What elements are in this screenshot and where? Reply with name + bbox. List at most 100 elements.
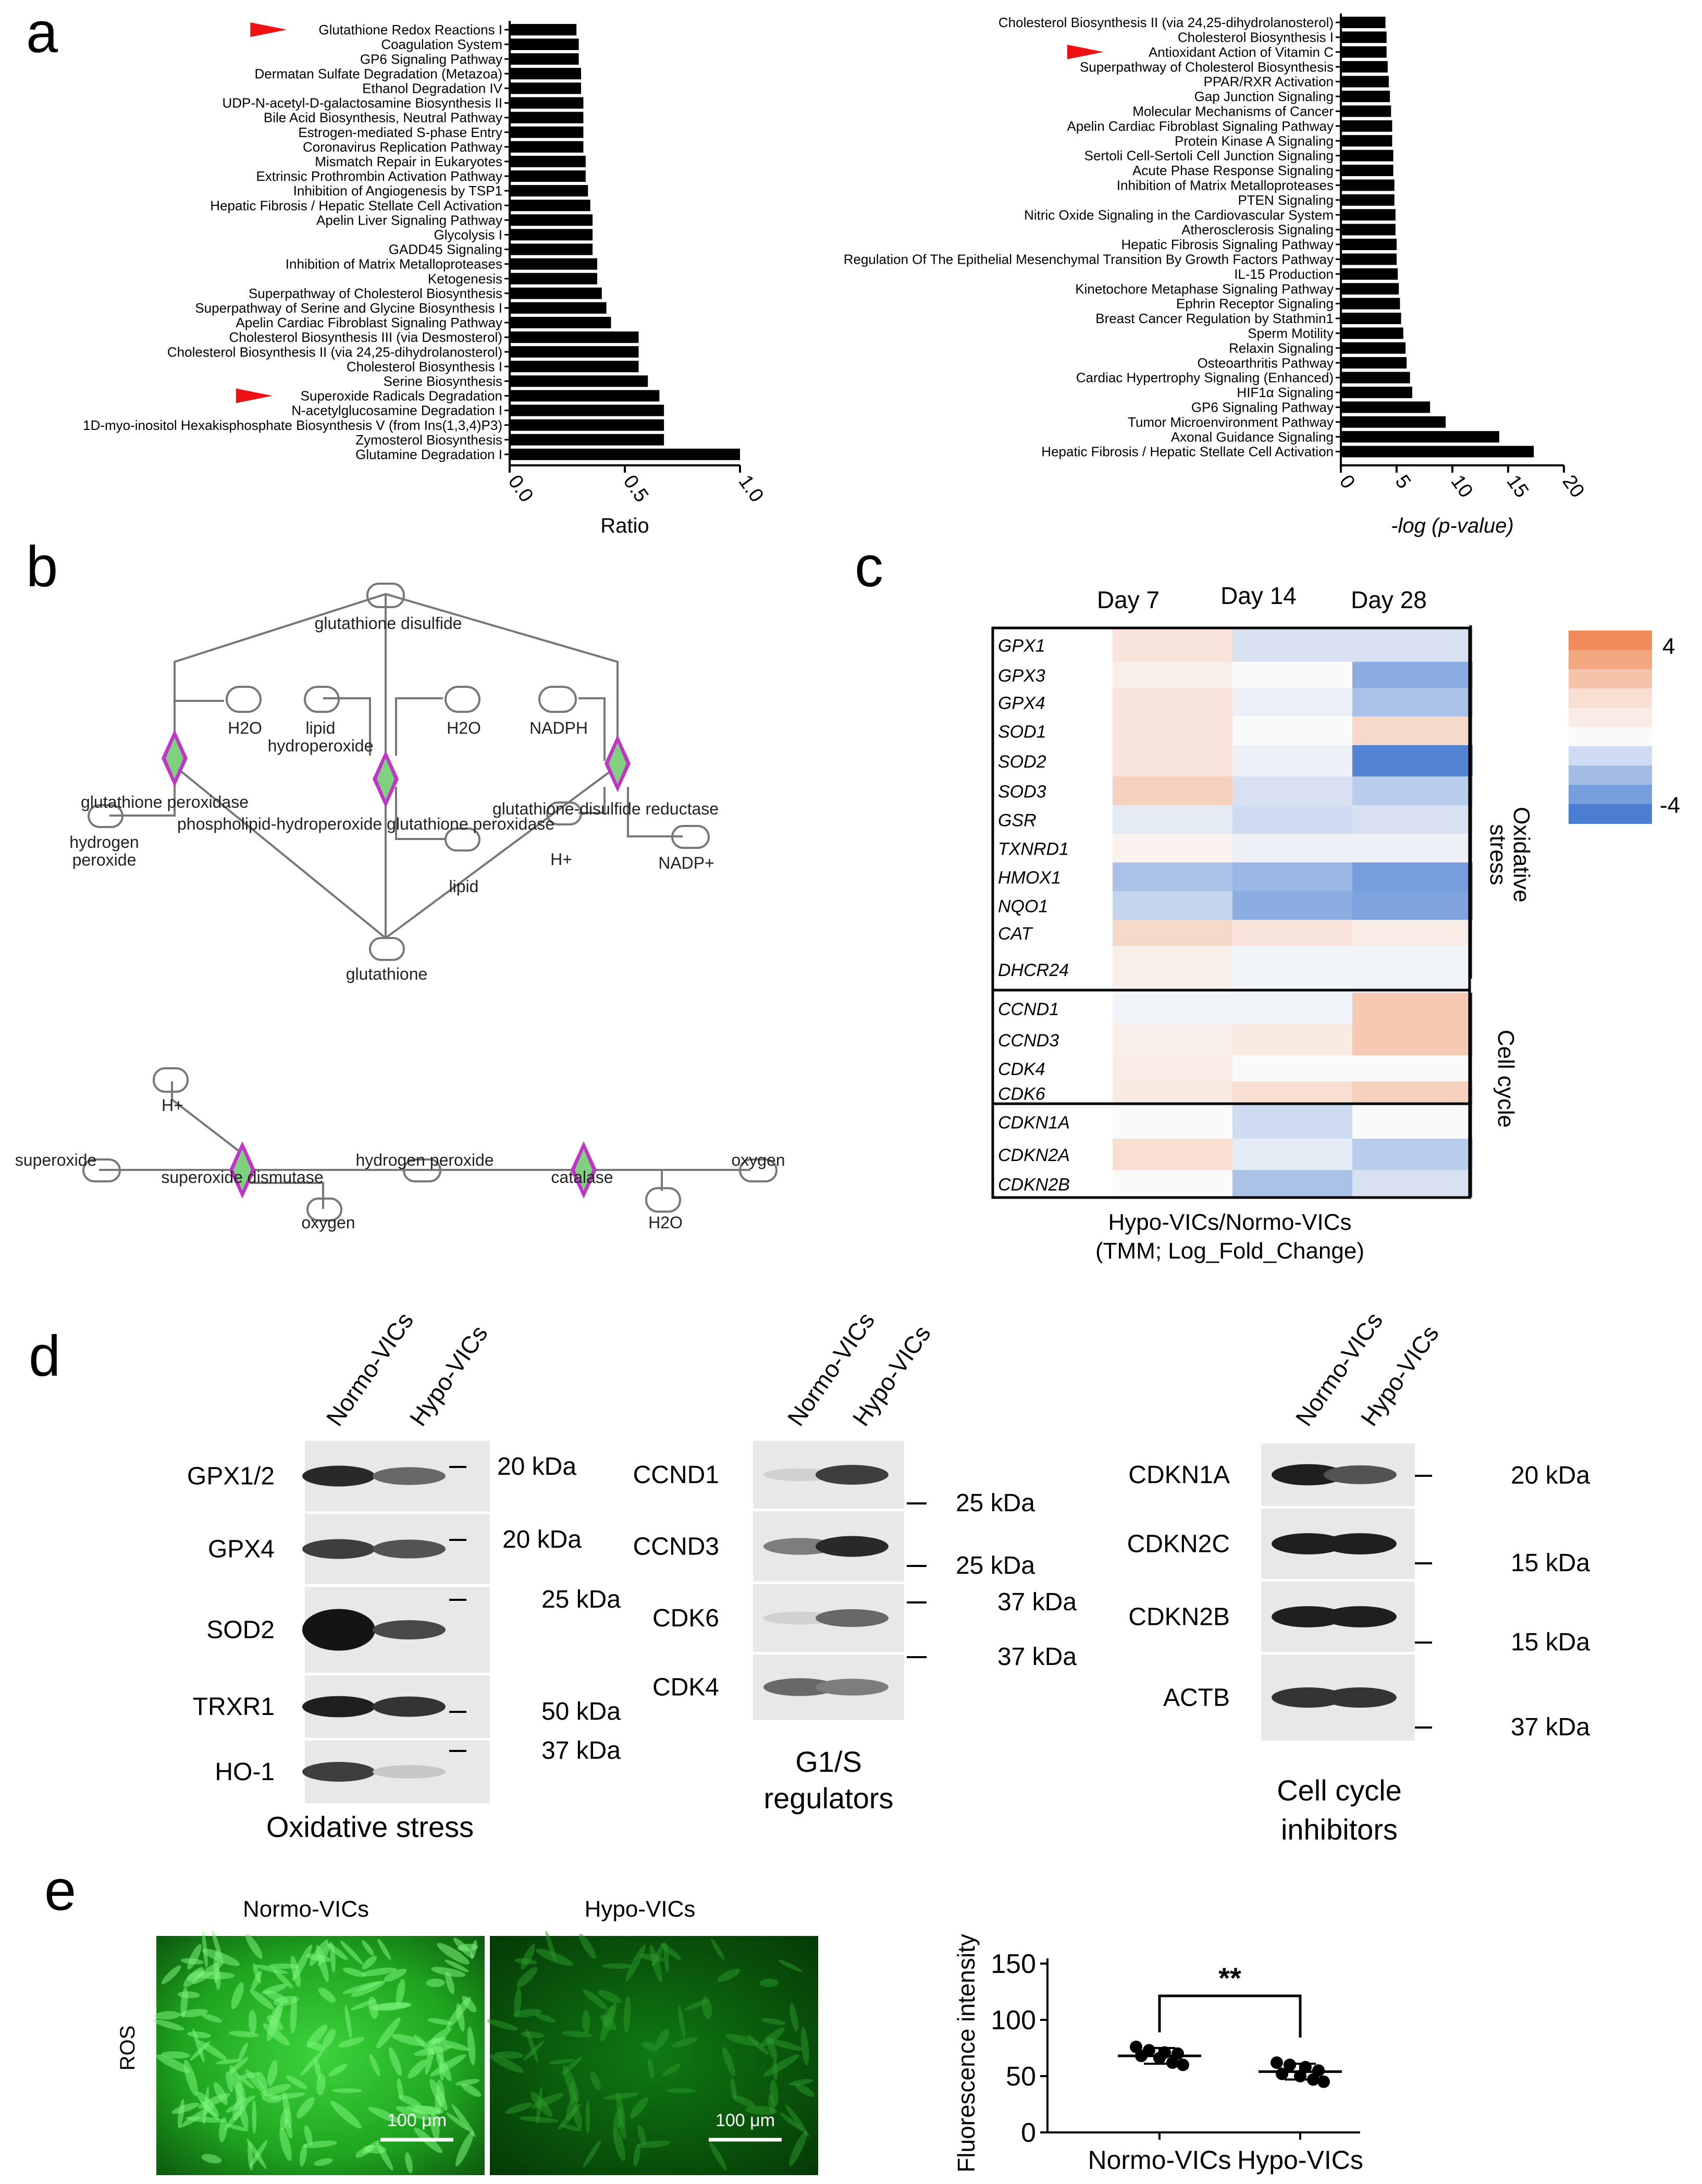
label-superoxide: superoxide <box>15 1151 97 1169</box>
bar-mark <box>510 302 607 314</box>
category-label: Inhibition of Matrix Metalloproteases <box>1117 178 1334 193</box>
bar-mark <box>510 390 660 402</box>
category-label: Acute Phase Response Signaling <box>1132 163 1334 178</box>
bar-mark <box>510 155 586 167</box>
category-label: Nitric Oxide Signaling in the Cardiovasc… <box>1024 207 1334 223</box>
bar-mark <box>1341 372 1410 384</box>
gene-label: NQO1 <box>998 897 1048 917</box>
bar-mark <box>1341 224 1396 236</box>
heatmap-cell <box>1113 920 1233 946</box>
node-h2o-a <box>226 686 262 713</box>
fluorescence-images: Normo-VICs Hypo-VICs ROS 100 μm 100 μm <box>116 1896 818 2175</box>
cell-mark <box>256 2071 267 2090</box>
node-oxygen-bottom <box>306 1198 342 1221</box>
cell-mark <box>603 2092 639 2100</box>
node-glutathione-disulfide <box>366 583 405 608</box>
cell-mark <box>455 2131 474 2166</box>
cell-mark <box>562 2065 579 2102</box>
heatmap-cell <box>1113 1139 1233 1170</box>
gene-label: GPX4 <box>998 694 1045 713</box>
cell-mark <box>639 1953 665 1962</box>
bar-mark <box>510 287 602 299</box>
category-label: Cholesterol Biosynthesis I <box>1178 30 1334 45</box>
significance-label: ** <box>1218 1961 1241 1994</box>
edge-catalase-h2o <box>586 1169 663 1191</box>
node-h2o-b <box>445 686 480 713</box>
y-tick-label: 100 <box>991 2005 1036 2035</box>
y-tick-label: 50 <box>1006 2062 1036 2092</box>
cell-mark <box>780 2113 803 2131</box>
heatmap-cell <box>1113 891 1233 920</box>
cell-mark <box>601 1963 633 1969</box>
heatmap-cell <box>1113 662 1233 688</box>
highlight-arrow-icon <box>250 22 287 37</box>
cell-mark <box>180 2105 215 2128</box>
cell-mark <box>260 2084 291 2096</box>
cell-mark <box>389 2047 402 2076</box>
cell-mark <box>229 2065 246 2102</box>
cell-mark <box>795 2083 815 2097</box>
cell-mark <box>495 2051 524 2059</box>
node-hydrogen-peroxide <box>88 804 124 828</box>
bar-mark <box>1341 150 1393 162</box>
cell-mark <box>316 2073 326 2096</box>
cell-mark <box>192 2028 205 2063</box>
cell-mark <box>251 1970 262 1991</box>
cell-mark <box>487 2019 518 2031</box>
bar-mark <box>1341 31 1387 43</box>
cell-mark <box>630 2097 648 2119</box>
node-glutathione <box>369 937 405 961</box>
cell-mark <box>267 2060 278 2086</box>
cell-mark <box>427 2037 447 2044</box>
colorbar-max-label: 4 <box>1662 634 1675 659</box>
bar-mark <box>1341 165 1393 176</box>
node-superoxide <box>82 1158 121 1182</box>
heatmap-cell <box>1113 1105 1233 1139</box>
cell-mark <box>560 2124 582 2131</box>
cell-mark <box>641 2042 659 2051</box>
cell-mark <box>202 1931 208 1968</box>
bar-mark <box>1341 253 1397 265</box>
cell-mark <box>183 2059 198 2096</box>
cell-mark <box>684 1999 710 2010</box>
cell-mark <box>350 1999 376 2010</box>
cell-mark <box>309 1939 329 1966</box>
protein-band <box>1272 1606 1345 1627</box>
label-h2o-bottom: H2O <box>648 1213 683 1232</box>
label-oxygen-right: oxygen <box>731 1151 785 1169</box>
category-label: Axonal Guidance Signaling <box>1171 429 1334 445</box>
label-superoxide-dismutase: superoxide dismutase <box>161 1168 323 1187</box>
label-glutathione-disulfide: glutathione disulfide <box>315 614 462 633</box>
cell-mark <box>526 2028 538 2063</box>
category-label: PPAR/RXR Activation <box>1203 74 1334 90</box>
protein-label: HO-1 <box>215 1758 275 1786</box>
node-h-plus-b <box>153 1067 189 1093</box>
cell-mark <box>342 1981 382 1994</box>
bar-mark <box>510 448 740 460</box>
protein-band <box>302 1762 375 1782</box>
ros-cells-hypo <box>487 1931 815 2171</box>
cell-mark <box>633 2143 641 2167</box>
glutathione-cycle-outline <box>174 593 619 940</box>
cell-mark <box>405 2152 413 2174</box>
cell-mark <box>377 1939 391 1960</box>
category-label: Ketogenesis <box>428 271 502 287</box>
cell-mark <box>432 2038 470 2051</box>
node-lipid-hydroperoxide <box>304 686 340 713</box>
cell-mark <box>730 2078 737 2100</box>
bar-mark <box>1341 239 1397 250</box>
bar-mark <box>510 97 584 109</box>
cell-mark <box>398 2094 422 2107</box>
heatmap-cell <box>1232 805 1353 834</box>
bar-mark <box>510 185 588 197</box>
heatmap-cell <box>1232 662 1353 688</box>
heatmap-cell <box>1352 834 1473 863</box>
gene-label: CDK4 <box>998 1059 1045 1079</box>
protein-band <box>1272 1464 1345 1486</box>
heatmap-cell <box>1113 628 1233 662</box>
heatmap-cell <box>1352 1170 1473 1198</box>
category-label: Superpathway of Cholesterol Biosynthesis <box>249 286 502 301</box>
bar-mark <box>510 419 664 431</box>
bar-mark <box>1341 401 1430 413</box>
cell-mark <box>489 2054 524 2073</box>
